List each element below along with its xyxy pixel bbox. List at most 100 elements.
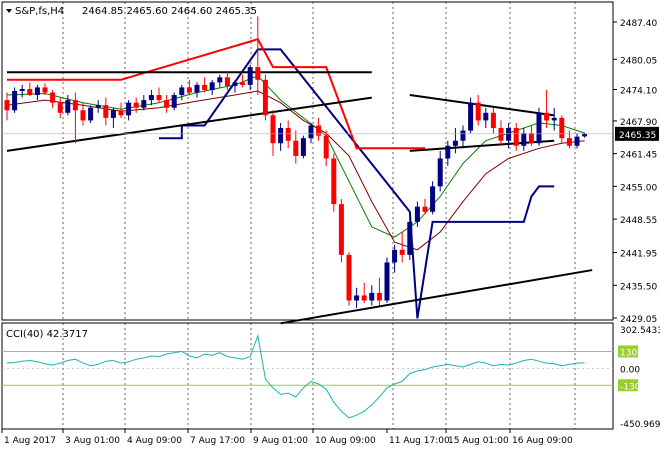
candle-body (506, 128, 512, 141)
candle-body (255, 67, 261, 80)
candle-body (293, 140, 299, 156)
candle-body (19, 88, 25, 91)
symbol-label: S&P,fs,H4 (15, 6, 64, 17)
candle-body (452, 140, 458, 146)
time-tick-label: 9 Aug 01:00 (253, 436, 308, 446)
candle-body (285, 128, 291, 141)
candle-body (186, 87, 192, 93)
candle-body (582, 133, 588, 137)
price-tick-label: 2461.45 (620, 151, 657, 161)
cci-tick-label: 302.5433 (620, 326, 660, 336)
ohlc-readout: 2464.85 2465.60 2464.60 2465.35 (82, 6, 257, 17)
candle-body (148, 95, 154, 101)
candle-body (490, 112, 496, 129)
candle-body (164, 100, 170, 108)
candle-body (126, 102, 132, 116)
time-tick-label: 11 Aug 17:00 (389, 436, 450, 446)
candle-body (521, 133, 527, 146)
candle-body (240, 82, 246, 85)
candle-body (4, 100, 10, 111)
time-axis: 1 Aug 2017 3 Aug 01:00 4 Aug 09:00 7 Aug 17… (1, 429, 573, 446)
candle-body (65, 100, 71, 113)
candle-body (217, 77, 223, 83)
candle-body (468, 102, 474, 131)
cci-level-box (618, 379, 638, 392)
candle-body (574, 136, 580, 146)
time-tick-label: 7 Aug 17:00 (190, 436, 245, 446)
time-tick-label: 15 Aug 01:00 (448, 436, 509, 446)
candle-body (202, 84, 208, 90)
price-tick-label: 2467.90 (620, 118, 657, 128)
candle-body (544, 112, 550, 121)
candle-body (407, 221, 413, 255)
cci-plot-frame (1, 322, 614, 430)
candle-body (346, 254, 352, 301)
cci-level-label: 130 (620, 348, 637, 358)
candle-body (528, 133, 534, 144)
price-tick-label: 2435.50 (620, 282, 657, 292)
candle-body (262, 79, 268, 116)
candle-body (247, 67, 253, 85)
dropdown-triangle-icon[interactable] (6, 9, 12, 13)
trend-line (280, 269, 593, 325)
candle-body (430, 186, 436, 212)
moving-average-slow (6, 90, 585, 251)
trend-line (409, 94, 555, 117)
candle-body (460, 130, 466, 141)
price-axis: 2487.40 2480.05 2474.10 2467.90 2461.45 2455.… (2, 19, 659, 325)
time-tick-label: 1 Aug 2017 (4, 436, 56, 446)
candle-body (224, 77, 230, 86)
candle-body (57, 102, 63, 113)
candle-body (566, 138, 572, 146)
price-tick-label: 2429.05 (620, 315, 657, 325)
candle-body (88, 107, 94, 121)
candle-body (110, 110, 116, 118)
time-tick-label: 3 Aug 01:00 (65, 436, 120, 446)
price-tick-label: 2455.00 (620, 183, 657, 193)
candle-body (331, 158, 337, 205)
candle-body (171, 95, 177, 108)
moving-average-fast (6, 75, 585, 238)
grid-lines (62, 2, 576, 429)
candle-body (437, 158, 443, 187)
candle-body (551, 117, 557, 121)
cci-tick-label: 0.00 (620, 365, 640, 375)
candle-body (50, 92, 56, 103)
candle-body (141, 100, 147, 108)
candle-body (483, 112, 489, 121)
trend-line (6, 96, 372, 152)
candle-body (42, 87, 48, 93)
candle-body (559, 117, 565, 139)
candle-body (475, 102, 481, 121)
price-overlays (6, 38, 593, 325)
candle-body (12, 90, 18, 111)
candle-body (300, 138, 306, 156)
cci-level-box (618, 345, 638, 358)
time-tick-label: 10 Aug 09:00 (315, 436, 376, 446)
candle-body (103, 105, 109, 118)
candle-body (194, 84, 200, 93)
candle-body (513, 128, 519, 146)
candle-body (270, 115, 276, 144)
candle-body (445, 145, 451, 159)
current-price-label: 2465.35 (619, 131, 656, 141)
candle-body (118, 110, 124, 116)
candle-body (316, 125, 322, 136)
candle-body (209, 82, 215, 90)
cci-title: CCI(40) 42.3717 (6, 329, 88, 340)
candle-body (232, 82, 238, 86)
candle-body (536, 112, 542, 144)
candle-body (392, 249, 398, 263)
price-tick-label: 2487.40 (620, 19, 657, 29)
candlesticks (4, 16, 588, 309)
candle-body (308, 125, 314, 139)
cci-tick-label: -450.9696 (620, 420, 660, 430)
candle-body (323, 135, 329, 159)
candle-body (498, 128, 504, 141)
candle-body (369, 292, 375, 301)
candle-body (376, 292, 382, 301)
cci-level-lines: 130 -130 (2, 345, 641, 392)
cci-series (6, 333, 585, 419)
